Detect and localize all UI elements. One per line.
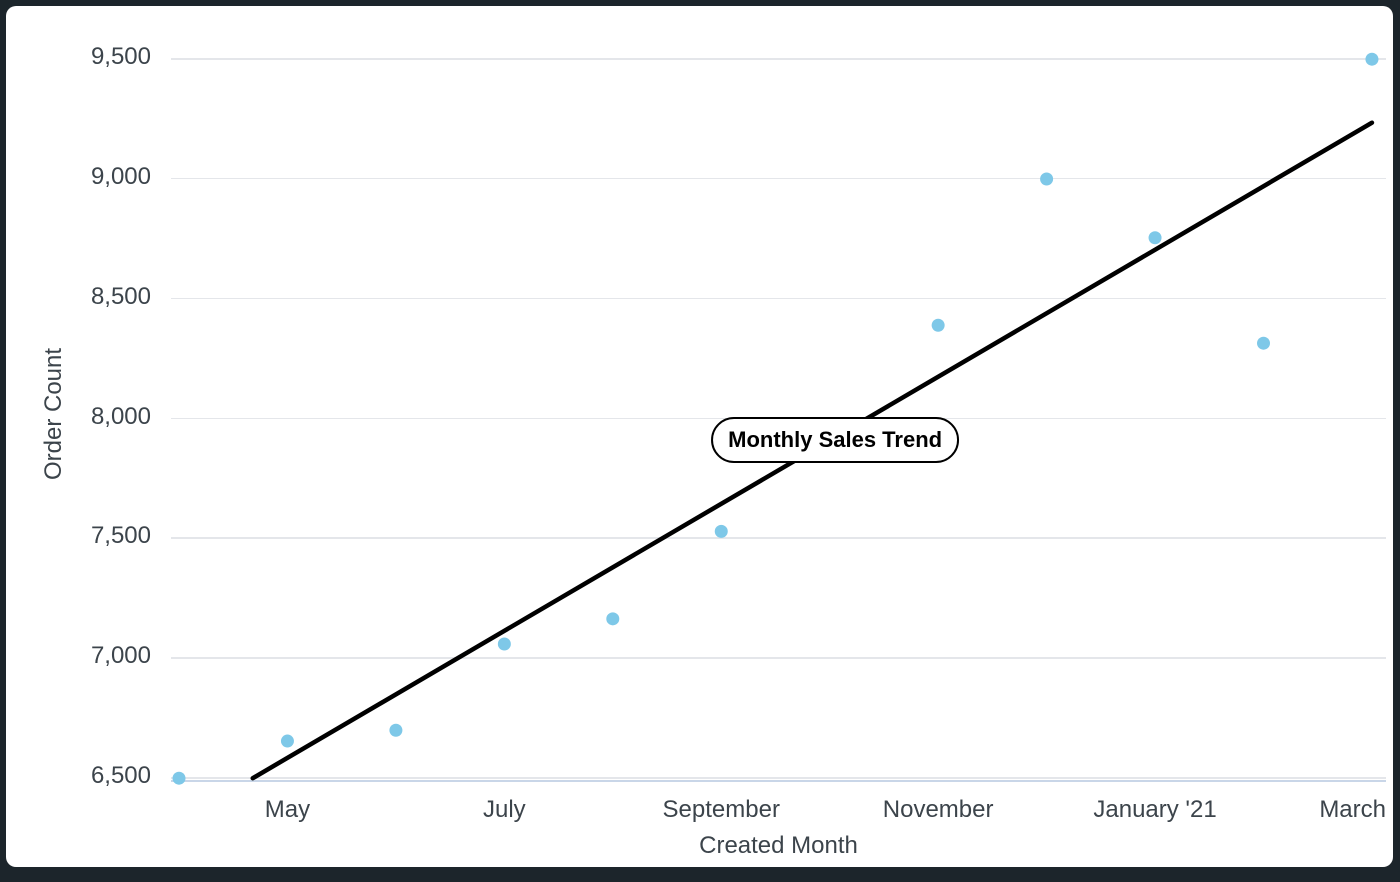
gridline (171, 177, 1386, 180)
chart-title-pill[interactable]: Monthly Sales Trend (711, 417, 960, 464)
gridline (171, 297, 1386, 300)
x-tick-label: May (264, 796, 311, 823)
y-axis-title: Order Count (40, 347, 67, 480)
data-point-may[interactable] (280, 734, 294, 748)
gridline (171, 537, 1386, 539)
x-tick-label: July (483, 796, 526, 823)
x-tick-label: November (882, 796, 994, 823)
y-tick-label: 6,500 (90, 761, 151, 789)
data-point-july[interactable] (497, 637, 511, 651)
x-tick-label: March (1319, 796, 1386, 823)
y-tick-label: 8,500 (90, 282, 151, 310)
scatter-chart: 6,500 7,000 7,500 8,000 8,500 9,000 9,500 May J… (6, 6, 1393, 867)
y-tick-label: 8,000 (90, 402, 151, 430)
data-point-march[interactable] (1365, 52, 1379, 66)
x-tick-label: September (662, 796, 780, 823)
gridline (171, 58, 1386, 60)
data-point-april[interactable] (172, 771, 186, 785)
x-tick-label: January '21 (1093, 796, 1217, 823)
data-point-september[interactable] (714, 524, 728, 538)
gridline (171, 777, 1386, 779)
x-axis-title: Created Month (699, 832, 858, 859)
x-axis-line (171, 779, 1386, 782)
data-point-february[interactable] (1257, 336, 1270, 350)
data-point-december[interactable] (1040, 172, 1054, 186)
plot-layer (172, 52, 1379, 785)
data-point-january-21[interactable] (1148, 231, 1162, 245)
y-tick-label: 9,000 (90, 162, 151, 190)
data-point-november[interactable] (931, 318, 945, 332)
y-tick-label: 9,500 (90, 42, 151, 70)
data-point-august[interactable] (606, 612, 620, 626)
y-tick-label: 7,000 (90, 642, 151, 670)
y-tick-label: 7,500 (90, 522, 151, 550)
gridline (171, 657, 1386, 659)
data-point-june[interactable] (389, 723, 403, 737)
chart-card: 6,500 7,000 7,500 8,000 8,500 9,000 9,500 May J… (6, 6, 1393, 867)
